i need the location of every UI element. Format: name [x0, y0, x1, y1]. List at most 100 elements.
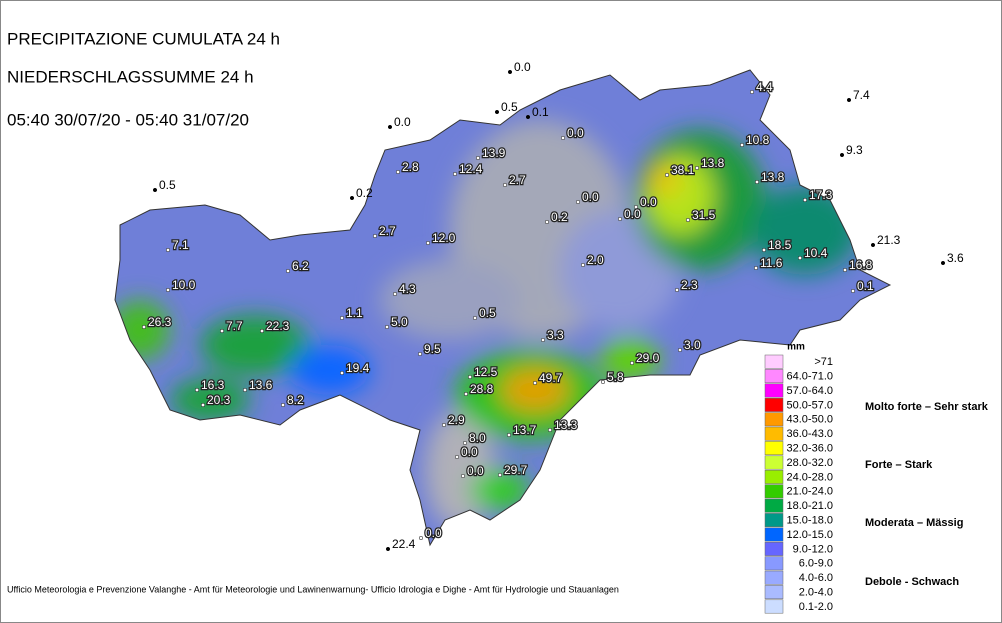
- station-dot: [754, 179, 760, 185]
- station-value: 12.4: [459, 162, 483, 176]
- station-dot: [685, 217, 691, 223]
- station-value: 13.9: [482, 146, 506, 160]
- station-dot: [462, 440, 468, 446]
- station-value: 13.6: [249, 378, 273, 392]
- title: PRECIPITAZIONE CUMULATA 24 h: [7, 29, 280, 48]
- station-dot: [285, 268, 291, 274]
- legend-swatch: [764, 498, 784, 513]
- legend-swatch: [764, 541, 784, 556]
- legend-label: 12.0-15.0: [787, 529, 833, 541]
- station-dot: [850, 288, 856, 294]
- legend-label: 57.0-64.0: [787, 385, 833, 397]
- station-value: 2.0: [587, 253, 604, 267]
- station-dot: [463, 391, 469, 397]
- station-value: 38.1: [671, 163, 695, 177]
- legend-label: 21.0-24.0: [787, 486, 833, 498]
- legend-label: 24.0-28.0: [787, 471, 833, 483]
- legend-label: 18.0-21.0: [787, 500, 833, 512]
- station-value: 9.3: [846, 143, 863, 157]
- station-dot: [219, 328, 225, 334]
- legend-swatch: [764, 585, 784, 600]
- legend-label: 0.1-2.0: [799, 601, 833, 613]
- station-dot: [387, 124, 393, 130]
- station-dot: [165, 287, 171, 293]
- station-dot: [633, 204, 639, 210]
- station-value: 2.7: [379, 224, 396, 238]
- station-dot: [940, 260, 946, 266]
- station-value: 0.5: [501, 100, 518, 114]
- station-dot: [425, 240, 431, 246]
- station-dot: [472, 315, 478, 321]
- subtitle: NIEDERSCHLAGSSUMME 24 h: [7, 67, 254, 86]
- station-value: 0.0: [425, 526, 442, 540]
- station-dot: [141, 324, 147, 330]
- station-value: 19.4: [346, 361, 370, 375]
- legend-swatch: [764, 527, 784, 542]
- legend-swatch: [764, 412, 784, 427]
- period: 05:40 30/07/20 - 05:40 31/07/20: [7, 110, 249, 129]
- station-dot: [441, 422, 447, 428]
- legend-label: 36.0-43.0: [787, 428, 833, 440]
- station-value: 7.7: [226, 319, 243, 333]
- legend-class: Debole - Schwach: [865, 576, 959, 588]
- station-dot: [497, 472, 503, 478]
- station-value: 0.0: [514, 60, 531, 74]
- station-value: 10.8: [746, 133, 770, 147]
- station-value: 2.7: [509, 173, 526, 187]
- station-value: 3.3: [547, 328, 564, 342]
- station-dot: [418, 535, 424, 541]
- station-dot: [417, 351, 423, 357]
- legend-label: 4.0-6.0: [799, 572, 833, 584]
- station-dot: [842, 267, 848, 273]
- legend-label: 32.0-36.0: [787, 443, 833, 455]
- legend-swatch: [764, 484, 784, 499]
- station-value: 0.2: [356, 186, 373, 200]
- station-dot: [165, 247, 171, 253]
- station-value: 31.5: [692, 208, 716, 222]
- station-value: 49.7: [539, 371, 563, 385]
- station-dot: [525, 114, 531, 120]
- station-value: 21.3: [877, 233, 901, 247]
- station-dot: [629, 360, 635, 366]
- station-dot: [280, 402, 286, 408]
- station-dot: [544, 219, 550, 225]
- legend-swatch: [764, 599, 784, 614]
- station-dot: [395, 169, 401, 175]
- legend-label: 28.0-32.0: [787, 457, 833, 469]
- station-dot: [454, 454, 460, 460]
- legend-label: 64.0-71.0: [787, 371, 833, 383]
- station-value: 28.8: [470, 382, 494, 396]
- region-border: [114, 69, 892, 547]
- legend-swatch: [764, 469, 784, 484]
- legend-unit: mm: [787, 342, 805, 353]
- station-value: 3.0: [684, 338, 701, 352]
- station-dot: [846, 97, 852, 103]
- station-value: 8.2: [287, 393, 304, 407]
- station-value: 0.0: [624, 207, 641, 221]
- station-dot: [749, 89, 755, 95]
- legend-class: Forte – Stark: [865, 459, 933, 471]
- station-value: 13.8: [701, 156, 725, 170]
- station-value: 0.2: [551, 210, 568, 224]
- legend-swatch: [764, 369, 784, 384]
- station-dot: [384, 324, 390, 330]
- station-dot: [467, 374, 473, 380]
- station-value: 17.3: [809, 188, 833, 202]
- legend-label: 50.0-57.0: [787, 399, 833, 411]
- station-dot: [575, 199, 581, 205]
- station-value: 0.0: [640, 195, 657, 209]
- station-value: 12.0: [432, 231, 456, 245]
- station-value: 2.3: [681, 278, 698, 292]
- station-dot: [339, 315, 345, 321]
- station-dot: [494, 109, 500, 115]
- station-dot: [452, 171, 458, 177]
- station-value: 13.7: [513, 423, 537, 437]
- station-dot: [560, 135, 566, 141]
- legend-swatch: [764, 397, 784, 412]
- station-value: 2.8: [402, 160, 419, 174]
- station-dot: [200, 402, 206, 408]
- station-value: 1.1: [346, 306, 363, 320]
- footer: Ufficio Meteorologia e Prevenzione Valan…: [7, 584, 619, 594]
- station-dot: [502, 182, 508, 188]
- legend-swatch: [764, 513, 784, 528]
